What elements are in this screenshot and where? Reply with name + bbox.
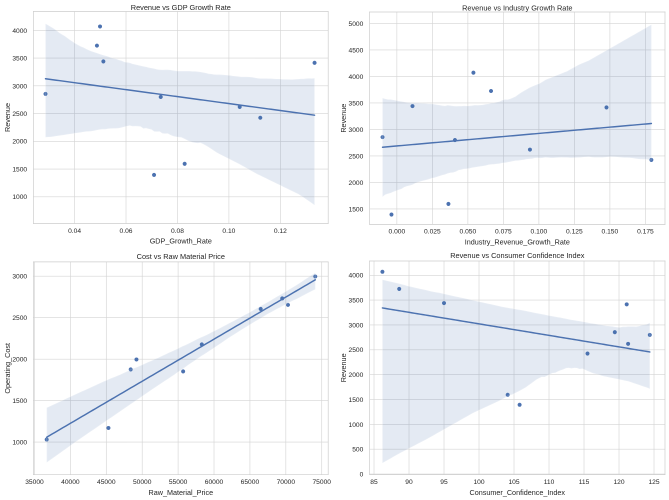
- svg-text:4000: 4000: [349, 74, 364, 81]
- svg-text:1000: 1000: [12, 194, 27, 201]
- svg-text:Revenue vs GDP Growth Rate: Revenue vs GDP Growth Rate: [131, 3, 231, 12]
- svg-text:0.025: 0.025: [424, 229, 441, 236]
- svg-text:2500: 2500: [12, 315, 27, 322]
- svg-text:Operating_Cost: Operating_Cost: [3, 343, 12, 394]
- svg-text:3500: 3500: [349, 100, 364, 107]
- svg-text:1500: 1500: [349, 397, 364, 404]
- svg-text:0.04: 0.04: [68, 228, 81, 235]
- svg-text:55000: 55000: [169, 479, 188, 486]
- svg-text:500: 500: [352, 447, 363, 454]
- svg-text:0.10: 0.10: [222, 228, 235, 235]
- svg-text:95: 95: [440, 479, 448, 486]
- svg-text:1000: 1000: [349, 422, 364, 429]
- svg-text:65000: 65000: [241, 479, 260, 486]
- svg-text:0.06: 0.06: [120, 228, 133, 235]
- svg-text:40000: 40000: [61, 479, 80, 486]
- svg-text:Revenue: Revenue: [339, 353, 348, 382]
- svg-text:0.050: 0.050: [460, 229, 477, 236]
- svg-text:115: 115: [579, 479, 590, 486]
- svg-text:2000: 2000: [349, 180, 364, 187]
- svg-text:1500: 1500: [349, 206, 364, 213]
- svg-text:5000: 5000: [349, 21, 364, 28]
- svg-text:0.08: 0.08: [171, 228, 184, 235]
- svg-text:Revenue vs Consumer Confidence: Revenue vs Consumer Confidence Index: [450, 251, 584, 260]
- svg-text:2000: 2000: [349, 372, 364, 379]
- svg-text:Cost vs Raw Material Price: Cost vs Raw Material Price: [137, 252, 225, 261]
- svg-text:Raw_Material_Price: Raw_Material_Price: [149, 488, 214, 497]
- svg-text:Revenue: Revenue: [3, 103, 12, 132]
- svg-text:2500: 2500: [349, 347, 364, 354]
- svg-text:50000: 50000: [133, 479, 152, 486]
- svg-text:0.12: 0.12: [274, 228, 287, 235]
- svg-text:2500: 2500: [12, 111, 27, 118]
- svg-text:1500: 1500: [12, 166, 27, 173]
- svg-text:2000: 2000: [12, 357, 27, 364]
- svg-text:4000: 4000: [349, 273, 364, 280]
- svg-text:Revenue vs Industry Growth Rat: Revenue vs Industry Growth Rate: [462, 4, 572, 13]
- svg-text:3000: 3000: [349, 127, 364, 134]
- svg-text:70000: 70000: [277, 479, 296, 486]
- svg-text:3000: 3000: [12, 274, 27, 281]
- svg-text:0.000: 0.000: [389, 229, 406, 236]
- svg-text:3000: 3000: [12, 83, 27, 90]
- svg-text:1000: 1000: [12, 440, 27, 447]
- svg-text:2500: 2500: [349, 153, 364, 160]
- svg-text:120: 120: [613, 479, 624, 486]
- svg-text:Industry_Revenue_Growth_Rate: Industry_Revenue_Growth_Rate: [465, 237, 570, 246]
- svg-text:75000: 75000: [312, 479, 331, 486]
- svg-text:3000: 3000: [349, 322, 364, 329]
- svg-text:3500: 3500: [349, 298, 364, 305]
- svg-text:35000: 35000: [25, 479, 44, 486]
- svg-text:0.075: 0.075: [495, 229, 512, 236]
- svg-text:100: 100: [473, 479, 484, 486]
- svg-text:90: 90: [405, 479, 413, 486]
- svg-text:1500: 1500: [12, 398, 27, 405]
- svg-text:0.100: 0.100: [531, 229, 548, 236]
- svg-text:85: 85: [370, 479, 378, 486]
- svg-text:Consumer_Confidence_Index: Consumer_Confidence_Index: [470, 488, 566, 497]
- svg-text:4500: 4500: [349, 47, 364, 54]
- svg-text:Revenue: Revenue: [339, 104, 348, 133]
- svg-text:60000: 60000: [205, 479, 224, 486]
- svg-text:0: 0: [360, 472, 364, 479]
- svg-text:105: 105: [508, 479, 519, 486]
- svg-text:0.175: 0.175: [637, 229, 654, 236]
- svg-text:110: 110: [544, 479, 555, 486]
- svg-text:0.150: 0.150: [602, 229, 619, 236]
- svg-text:4000: 4000: [12, 28, 27, 35]
- svg-text:0.125: 0.125: [566, 229, 583, 236]
- svg-text:3500: 3500: [12, 56, 27, 63]
- svg-text:125: 125: [648, 479, 659, 486]
- svg-text:2000: 2000: [12, 139, 27, 146]
- svg-text:45000: 45000: [97, 479, 116, 486]
- svg-text:GDP_Growth_Rate: GDP_Growth_Rate: [150, 237, 212, 246]
